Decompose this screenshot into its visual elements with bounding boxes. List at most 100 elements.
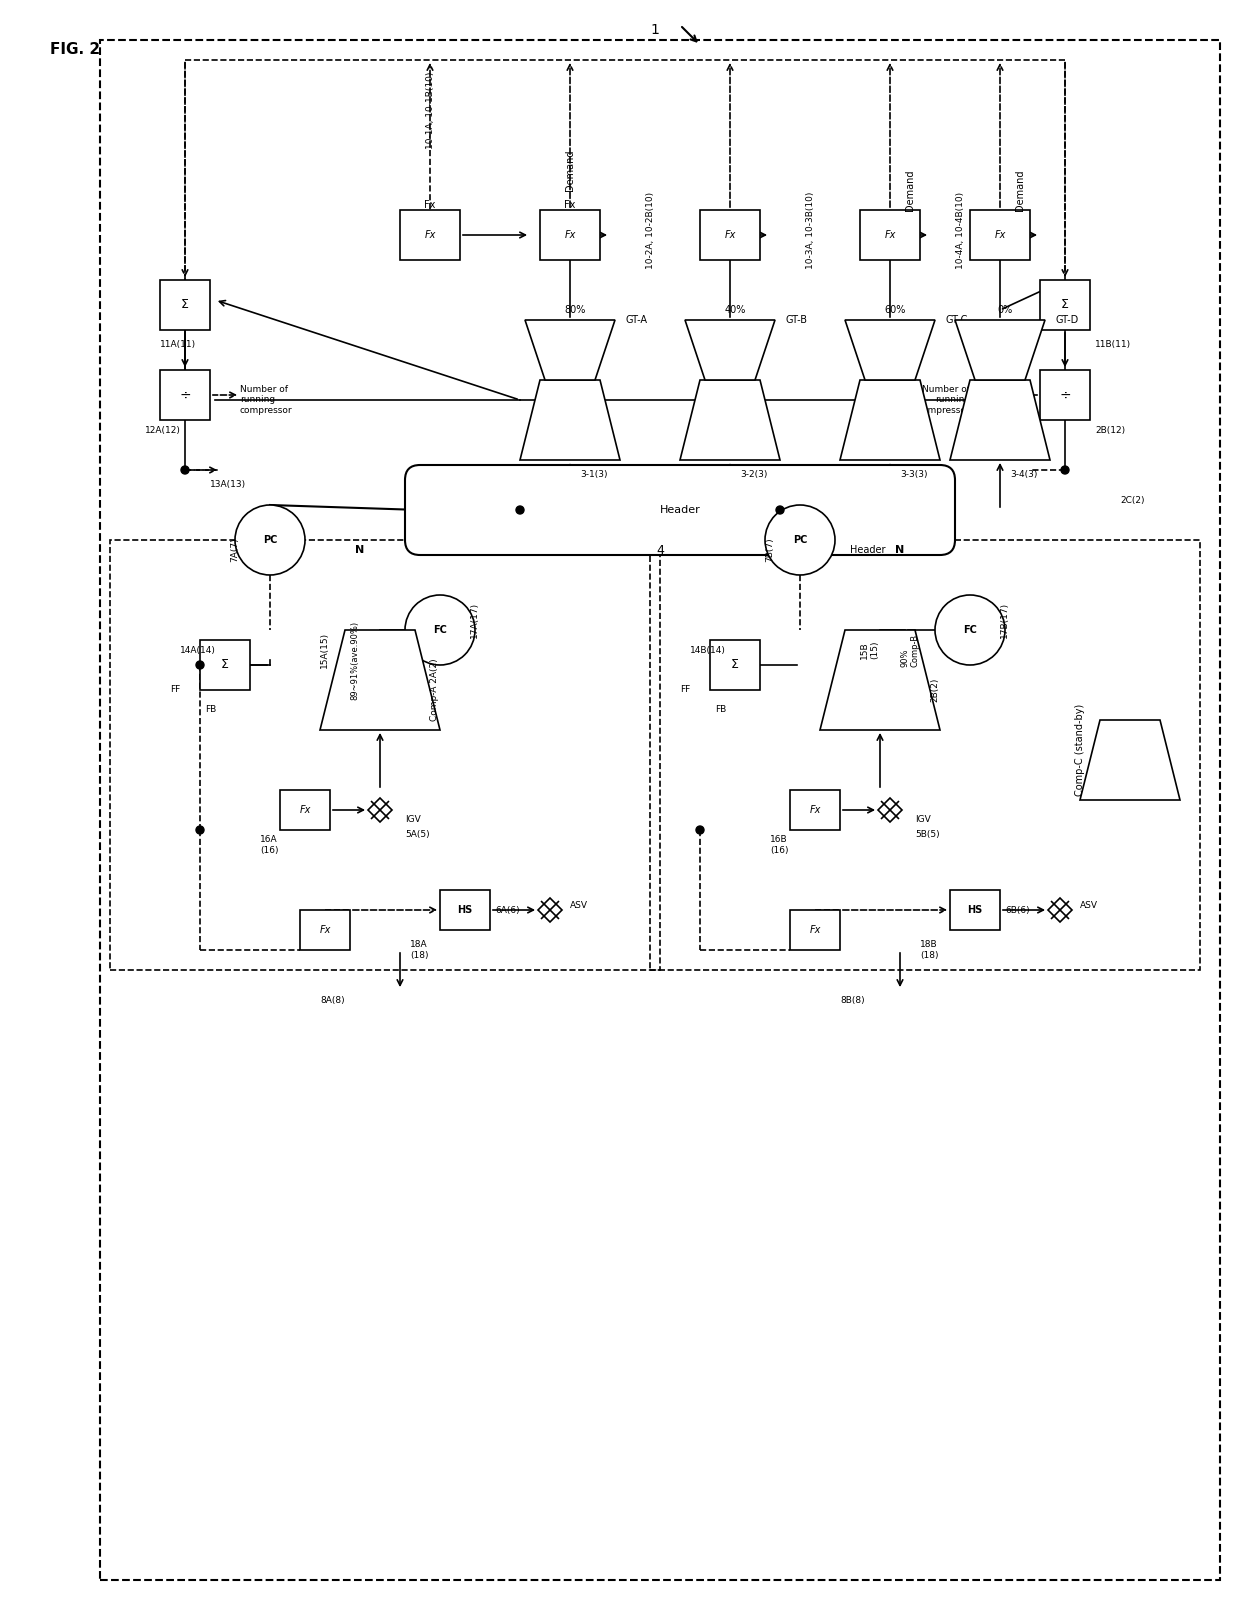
FancyBboxPatch shape [950, 889, 999, 930]
Text: GT-D: GT-D [1055, 314, 1079, 326]
Circle shape [405, 595, 475, 664]
Text: 8A(8): 8A(8) [320, 996, 345, 1004]
Text: $\Sigma$: $\Sigma$ [181, 298, 190, 311]
Circle shape [935, 595, 1004, 664]
Text: 3-2(3): 3-2(3) [740, 470, 768, 480]
Polygon shape [525, 321, 615, 381]
Text: 15A(15): 15A(15) [320, 632, 329, 667]
Text: 4: 4 [656, 543, 663, 557]
Text: Fx: Fx [299, 805, 311, 815]
Text: ASV: ASV [570, 901, 588, 909]
Text: Comp-C (stand-by): Comp-C (stand-by) [1075, 703, 1085, 795]
Text: IGV: IGV [405, 815, 420, 825]
Text: 6B(6): 6B(6) [1004, 906, 1029, 915]
Polygon shape [844, 321, 935, 381]
Text: $\div$: $\div$ [179, 389, 191, 402]
Text: 80%: 80% [564, 305, 585, 314]
Text: Comp-A 2A(2): Comp-A 2A(2) [430, 659, 439, 721]
FancyBboxPatch shape [280, 791, 330, 829]
Polygon shape [538, 897, 562, 922]
Circle shape [765, 505, 835, 575]
Text: FF: FF [680, 685, 689, 695]
Polygon shape [1080, 719, 1180, 800]
FancyBboxPatch shape [790, 791, 839, 829]
Text: 17A(17): 17A(17) [470, 603, 479, 638]
Text: 14A(14): 14A(14) [180, 645, 216, 654]
Text: 17B(17): 17B(17) [999, 603, 1009, 638]
Text: 0%: 0% [997, 305, 1013, 314]
Text: Fx: Fx [810, 925, 821, 935]
Polygon shape [955, 321, 1045, 381]
Text: Fx: Fx [724, 230, 735, 240]
FancyBboxPatch shape [701, 211, 760, 259]
Text: GT-A: GT-A [625, 314, 647, 326]
Text: Fx: Fx [320, 925, 331, 935]
Text: 11B(11): 11B(11) [1095, 340, 1131, 350]
FancyBboxPatch shape [1040, 280, 1090, 330]
Text: GT-C: GT-C [945, 314, 967, 326]
Text: $\Sigma$: $\Sigma$ [730, 658, 739, 672]
Text: 10-4A, 10-4B(10): 10-4A, 10-4B(10) [956, 191, 965, 269]
Text: 5B(5): 5B(5) [915, 831, 940, 839]
Text: 16A
(16): 16A (16) [260, 836, 279, 855]
FancyBboxPatch shape [711, 640, 760, 690]
Polygon shape [368, 799, 392, 821]
Text: 2B(12): 2B(12) [1095, 426, 1125, 434]
Text: Fx: Fx [424, 230, 435, 240]
FancyBboxPatch shape [970, 211, 1030, 259]
Text: 16B
(16): 16B (16) [770, 836, 789, 855]
FancyBboxPatch shape [401, 211, 460, 259]
Polygon shape [1048, 897, 1073, 922]
FancyBboxPatch shape [790, 910, 839, 949]
Polygon shape [684, 321, 775, 381]
Polygon shape [878, 799, 901, 821]
Text: 10-3A, 10-3B(10): 10-3A, 10-3B(10) [806, 191, 815, 269]
Text: FB: FB [715, 705, 727, 714]
FancyBboxPatch shape [440, 889, 490, 930]
Text: Header: Header [660, 505, 701, 515]
Text: 11A(11): 11A(11) [160, 340, 196, 350]
Text: Fx: Fx [424, 199, 435, 211]
Text: FC: FC [963, 625, 977, 635]
Text: FC: FC [433, 625, 446, 635]
FancyBboxPatch shape [539, 211, 600, 259]
Text: FB: FB [205, 705, 216, 714]
FancyBboxPatch shape [160, 369, 210, 420]
Text: 5A(5): 5A(5) [405, 831, 429, 839]
Text: 12A(12): 12A(12) [145, 426, 181, 434]
FancyBboxPatch shape [405, 465, 955, 556]
Text: 1: 1 [650, 23, 658, 37]
Text: 40%: 40% [724, 305, 745, 314]
Polygon shape [320, 630, 440, 731]
Circle shape [776, 505, 784, 514]
Text: 90%
Comp-B: 90% Comp-B [900, 633, 919, 666]
Text: GT-B: GT-B [785, 314, 807, 326]
Polygon shape [820, 630, 940, 731]
Text: 10-1A, 10-1B(10): 10-1A, 10-1B(10) [425, 71, 434, 149]
FancyBboxPatch shape [300, 910, 350, 949]
Text: 8B(8): 8B(8) [839, 996, 864, 1004]
Text: 3-4(3): 3-4(3) [1011, 470, 1038, 480]
Text: Fx: Fx [564, 199, 575, 211]
Text: PC: PC [792, 535, 807, 544]
Text: 3-1(3): 3-1(3) [580, 470, 608, 480]
Text: Fx: Fx [884, 230, 895, 240]
Text: Header: Header [849, 544, 885, 556]
Text: Demand: Demand [565, 149, 575, 191]
Text: Number of
running
compressor: Number of running compressor [918, 386, 970, 415]
Circle shape [516, 505, 525, 514]
Text: ASV: ASV [1080, 901, 1097, 909]
Text: 18A
(18): 18A (18) [410, 940, 429, 959]
FancyBboxPatch shape [160, 280, 210, 330]
Text: HS: HS [967, 906, 982, 915]
Text: 13A(13): 13A(13) [210, 481, 246, 489]
Text: 7A(7): 7A(7) [229, 538, 239, 562]
Circle shape [196, 661, 205, 669]
Circle shape [196, 826, 205, 834]
Text: Fx: Fx [564, 230, 575, 240]
Text: Number of
running
compressor: Number of running compressor [241, 386, 293, 415]
Text: IGV: IGV [915, 815, 931, 825]
Text: Demand: Demand [905, 168, 915, 211]
Text: 89~91%(ave.90%): 89~91%(ave.90%) [350, 620, 360, 700]
Text: $\Sigma$: $\Sigma$ [1060, 298, 1070, 311]
